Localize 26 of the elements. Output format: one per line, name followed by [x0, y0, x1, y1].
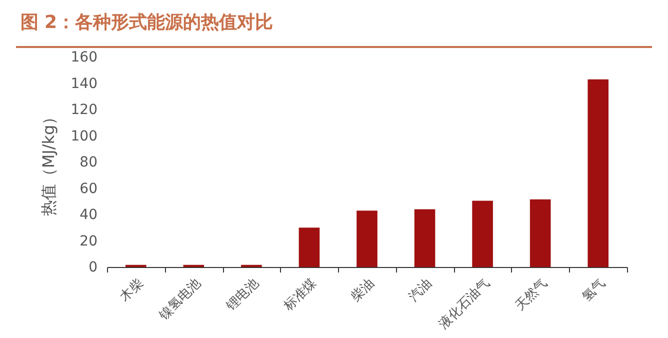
y-tick-label: 100 [70, 128, 98, 144]
y-tick-label: 0 [88, 260, 98, 276]
x-tick-label: 氢气 [580, 276, 609, 305]
bar [414, 209, 436, 267]
x-tick-label: 汽油 [406, 276, 436, 305]
chart-title: 图 2：各种形式能源的热值对比 [20, 12, 274, 33]
x-tick-label: 柴油 [348, 276, 378, 305]
bar [588, 79, 609, 267]
bar [530, 199, 551, 267]
bar [356, 210, 378, 267]
x-tick-label: 标准煤 [280, 276, 320, 315]
y-tick-label: 20 [80, 233, 98, 250]
y-tick-label: 140 [70, 76, 98, 92]
y-tick-label: 40 [80, 207, 98, 223]
x-tick-label: 木柴 [117, 276, 146, 305]
y-tick-label: 60 [80, 180, 98, 197]
x-tick-label: 镍氢电池 [156, 276, 204, 324]
bar [298, 228, 320, 267]
x-tick-label: 液化石油气 [436, 276, 493, 332]
x-tick-label: 锂电池 [222, 276, 262, 315]
bar [472, 200, 493, 267]
y-axis-title: 热值（MJ/kg） [38, 108, 58, 216]
y-tick-label: 160 [70, 50, 98, 66]
x-tick-label: 天然气 [512, 276, 551, 314]
y-tick-label: 120 [70, 102, 98, 118]
y-tick-label: 80 [80, 154, 98, 170]
